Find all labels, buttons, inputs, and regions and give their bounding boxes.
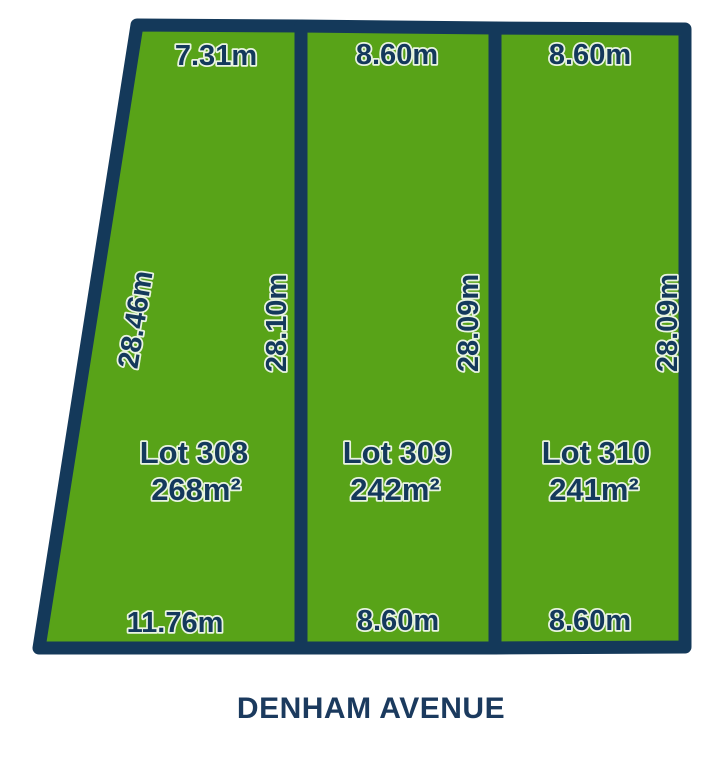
lot-308-name: Lot 308 [140, 435, 249, 470]
street-name: DENHAM AVENUE [237, 692, 505, 725]
lot-309-right-dimension: 28.09m [453, 274, 485, 372]
lot-310: 8.60m 28.09m Lot 310 241m² 8.60m [488, 21, 692, 655]
lot-309-name: Lot 309 [343, 435, 452, 470]
lot-309-bottom-dimension: 8.60m [357, 605, 439, 637]
lot-309-top-dimension: 8.60m [356, 39, 438, 71]
lot-309-area: 242m² [350, 472, 440, 507]
lot-310-top-dimension: 8.60m [549, 39, 631, 71]
lot-310-area: 241m² [549, 472, 639, 507]
lot-308: 7.31m 28.46m 28.10m Lot 308 268m² 11.76m [32, 18, 308, 655]
lot-310-right-dimension: 28.09m [652, 274, 684, 372]
lot-308-top-dimension: 7.31m [175, 40, 257, 72]
lot-309: 8.60m 28.09m Lot 309 242m² 8.60m [294, 19, 502, 655]
lot-308-right-dimension: 28.10m [261, 274, 293, 372]
lot-308-area: 268m² [151, 472, 241, 507]
lot-310-parcel [488, 21, 692, 655]
lot-310-name: Lot 310 [542, 435, 651, 470]
lot-310-bottom-dimension: 8.60m [549, 605, 631, 637]
lot-308-bottom-dimension: 11.76m [127, 607, 224, 639]
